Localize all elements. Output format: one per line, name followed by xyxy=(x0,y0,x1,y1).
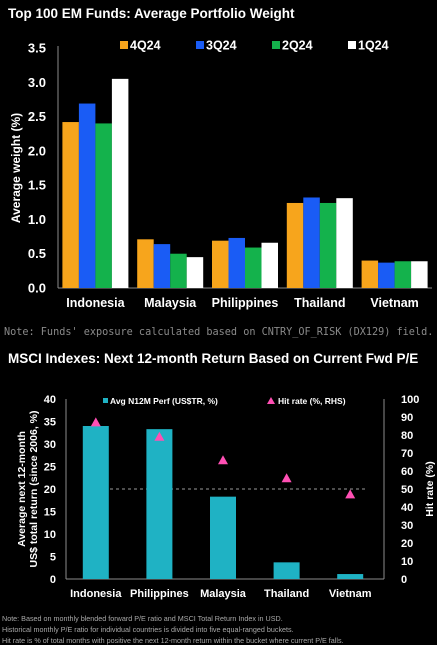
y2-tick-label: 20 xyxy=(401,538,413,550)
x-tick-label: Malaysia xyxy=(144,296,197,310)
bar xyxy=(137,239,154,288)
y-tick-label: 25 xyxy=(44,462,56,474)
y-tick-label: 20 xyxy=(44,484,56,496)
x-tick-label: Philippines xyxy=(130,588,189,600)
y-tick-label: 35 xyxy=(44,417,56,429)
y2-tick-label: 50 xyxy=(401,484,413,496)
y-tick-label: 2.5 xyxy=(28,109,46,124)
bar xyxy=(337,574,364,579)
y-tick-label: 2.0 xyxy=(28,143,46,158)
x-tick-label: Indonesia xyxy=(70,588,122,600)
y2-axis-title: Hit rate (%) xyxy=(424,461,436,516)
y2-tick-label: 0 xyxy=(401,574,407,586)
legend-label: 3Q24 xyxy=(206,39,237,53)
bar xyxy=(286,202,304,288)
y-axis-title-line-2: US$ total return (since 2006, %) xyxy=(28,411,40,568)
y-tick-label: 3.5 xyxy=(28,41,46,56)
y-tick-label: 0 xyxy=(50,574,56,586)
bar xyxy=(146,429,173,579)
y-tick-label: 30 xyxy=(44,439,56,451)
hit-rate-marker xyxy=(281,473,292,483)
x-tick-label: Vietnam xyxy=(370,296,418,310)
legend-label-markers: Hit rate (%, RHS) xyxy=(278,396,346,406)
y-tick-label: 10 xyxy=(44,529,56,541)
hit-rate-marker xyxy=(154,431,165,441)
legend-swatch xyxy=(348,41,356,49)
hit-rate-marker xyxy=(218,455,228,465)
bar xyxy=(378,262,395,288)
bar xyxy=(336,198,353,288)
x-tick-label: Thailand xyxy=(264,588,309,600)
bar xyxy=(319,202,337,288)
hit-rate-marker xyxy=(345,489,356,499)
y-axis-title: Average weight (%) xyxy=(9,113,23,223)
chart-2-title: MSCI Indexes: Next 12-month Return Based… xyxy=(8,351,419,366)
legend-swatch xyxy=(196,41,204,49)
y-axis-title-line-1: Average next 12-month xyxy=(16,431,28,547)
legend-label-bars: Avg N12M Perf (US$TR, %) xyxy=(110,396,218,406)
bar xyxy=(210,496,236,579)
y-tick-label: 5 xyxy=(50,552,56,564)
y2-tick-label: 100 xyxy=(401,394,419,406)
chart-1-weights: 0.0 0.5 1.0 1.5 2.0 2.5 3.0 3.5 Average weight (… xyxy=(9,39,432,310)
bar xyxy=(394,261,412,288)
bar xyxy=(95,123,112,288)
chart-2-footnote-3: Hit rate is % of total months with posit… xyxy=(2,636,344,645)
chart-1-title: Top 100 EM Funds: Average Portfolio Weig… xyxy=(8,6,295,21)
chart-1-note: Note: Funds' exposure calculated based o… xyxy=(4,327,434,338)
y2-tick-label: 10 xyxy=(401,556,413,568)
y-tick-label: 0.5 xyxy=(28,246,46,261)
bar xyxy=(273,562,300,579)
y-tick-label: 1.5 xyxy=(28,178,46,193)
x-tick-label: Thailand xyxy=(294,296,345,310)
x-tick-label: Indonesia xyxy=(66,296,125,310)
chart-2-footnote-2: Historical monthly P/E ratio for individ… xyxy=(2,625,294,634)
bar xyxy=(212,240,229,288)
legend-label: 4Q24 xyxy=(130,39,161,53)
bar xyxy=(245,247,262,288)
y2-tick-label: 40 xyxy=(401,502,413,514)
x-tick-label: Vietnam xyxy=(329,588,372,600)
y2-tick-label: 60 xyxy=(401,466,413,478)
y2-tick-label: 70 xyxy=(401,448,413,460)
legend-label: 1Q24 xyxy=(358,39,389,53)
y2-tick-label: 30 xyxy=(401,520,413,532)
bar xyxy=(62,122,79,288)
bar xyxy=(78,103,96,289)
y-tick-label: 1.0 xyxy=(28,212,46,227)
y2-tick-label: 90 xyxy=(401,412,413,424)
bar xyxy=(228,237,245,288)
legend-swatch xyxy=(120,41,128,49)
x-tick-label: Philippines xyxy=(212,296,279,310)
y-tick-label: 0.0 xyxy=(28,281,46,296)
bar xyxy=(411,261,428,288)
bar xyxy=(303,197,320,288)
legend-swatch-bars xyxy=(103,398,108,403)
x-tick-label: Malaysia xyxy=(200,588,247,600)
bar xyxy=(186,257,204,288)
y2-tick-label: 80 xyxy=(401,430,413,442)
bar xyxy=(82,426,109,579)
chart-2-footnote-1: Note: Based on monthly blended forward P… xyxy=(2,614,283,623)
bar xyxy=(153,244,171,288)
y-tick-label: 40 xyxy=(44,394,56,406)
legend-swatch xyxy=(272,41,280,49)
bar xyxy=(111,78,129,288)
bar xyxy=(361,260,379,288)
y-tick-label: 3.0 xyxy=(28,75,46,90)
legend-swatch-markers xyxy=(267,397,275,404)
hit-rate-marker xyxy=(90,417,101,427)
bar xyxy=(261,242,278,288)
y-tick-label: 15 xyxy=(44,507,56,519)
bar xyxy=(170,253,187,288)
chart-2-returns: 0 5 10 15 20 25 30 35 40 0 10 20 30 40 50 60 70 80 90 100 Av… xyxy=(16,394,436,600)
legend-label: 2Q24 xyxy=(282,39,313,53)
